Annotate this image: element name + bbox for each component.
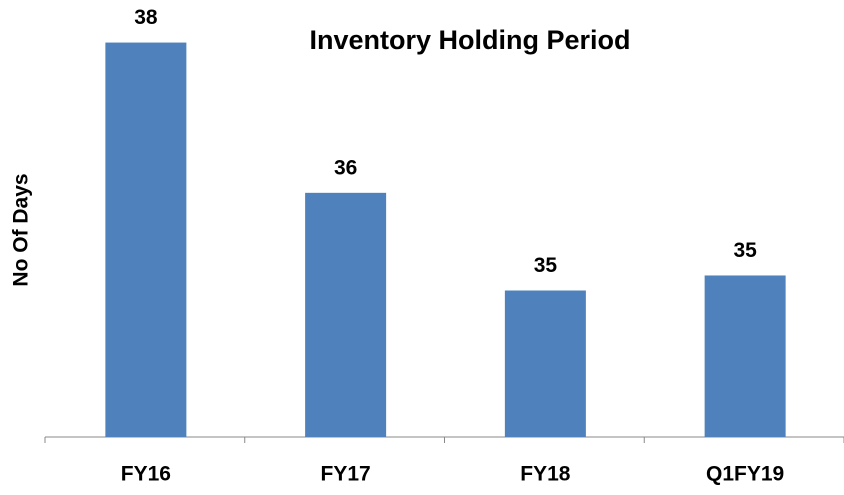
bar [504, 290, 586, 437]
value-label: 35 [733, 239, 757, 262]
y-axis-label: No Of Days [10, 173, 33, 286]
x-tick-label: FY17 [321, 463, 371, 486]
bar [305, 192, 387, 437]
value-label: 35 [534, 254, 558, 277]
value-label: 38 [134, 6, 158, 29]
x-tick-label: FY18 [520, 463, 571, 486]
x-tick-label: FY16 [121, 463, 171, 486]
chart-title: Inventory Holding Period [309, 25, 630, 55]
bar [704, 275, 786, 437]
x-tick-label: Q1FY19 [706, 463, 784, 486]
value-label: 36 [334, 156, 357, 179]
bar [105, 42, 187, 437]
